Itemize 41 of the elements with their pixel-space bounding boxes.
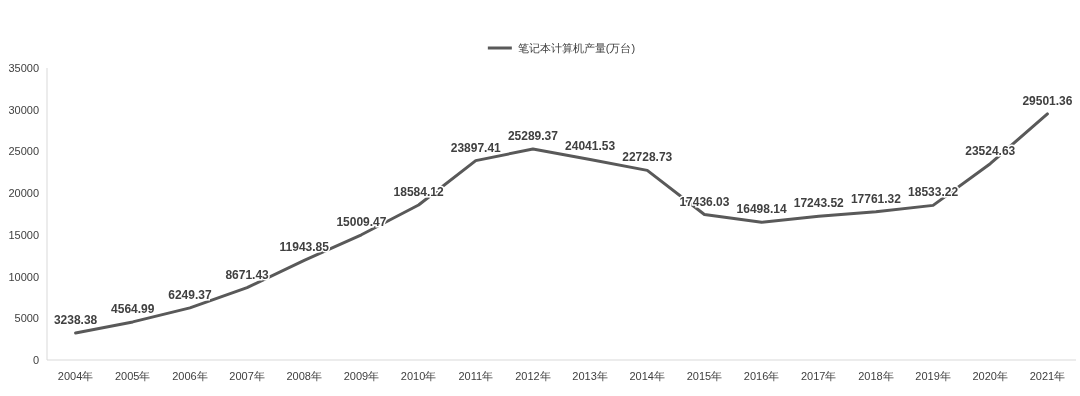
y-tick-label: 25000 (8, 145, 39, 158)
y-tick-label: 30000 (8, 103, 39, 116)
x-tick-label: 2009年 (343, 370, 380, 382)
x-tick-label: 2008年 (286, 370, 322, 382)
x-tick-label: 2012年 (515, 370, 551, 382)
x-tick-label: 2007年 (229, 370, 265, 382)
x-tick-label: 2018年 (858, 370, 894, 382)
data-label: 17243.52 (793, 196, 845, 211)
x-tick-label: 2019年 (915, 370, 951, 382)
x-tick-label: 2006年 (172, 370, 208, 382)
x-tick-label: 2004年 (57, 370, 94, 382)
x-tick-label: 2021年 (1029, 370, 1066, 382)
x-tick-label: 2005年 (115, 370, 151, 382)
y-tick-label: 35000 (8, 62, 39, 74)
data-label: 29501.36 (1022, 93, 1073, 108)
data-label: 25289.37 (507, 129, 559, 144)
x-tick-label: 2011年 (458, 370, 494, 382)
x-tick-label: 2010年 (400, 370, 437, 382)
data-label: 16498.14 (736, 202, 787, 217)
y-tick-label: 10000 (8, 270, 39, 283)
data-label: 11943.85 (279, 240, 330, 255)
data-label: 8671.43 (225, 267, 270, 282)
x-tick-label: 2016年 (743, 370, 780, 382)
legend-label: 笔记本计算机产量(万台) (517, 42, 636, 54)
data-label: 4564.99 (111, 301, 155, 316)
x-tick-label: 2015年 (686, 370, 723, 382)
y-tick-label: 5000 (14, 312, 39, 325)
y-tick-label: 20000 (8, 187, 39, 200)
data-label: 3238.38 (53, 312, 98, 327)
x-tick-label: 2020年 (972, 370, 1008, 382)
data-label: 22728.73 (622, 150, 673, 165)
data-label: 6249.37 (168, 287, 212, 302)
data-label: 17761.32 (850, 191, 902, 206)
x-tick-label: 2013年 (572, 370, 608, 382)
x-tick-label: 2014年 (629, 370, 665, 382)
x-tick-label: 2017年 (801, 370, 837, 382)
data-label: 23897.41 (450, 140, 502, 155)
y-tick-label: 15000 (8, 228, 39, 241)
data-label: 15009.47 (336, 214, 387, 229)
data-label: 24041.53 (565, 139, 616, 154)
y-tick-label: 0 (32, 354, 39, 366)
